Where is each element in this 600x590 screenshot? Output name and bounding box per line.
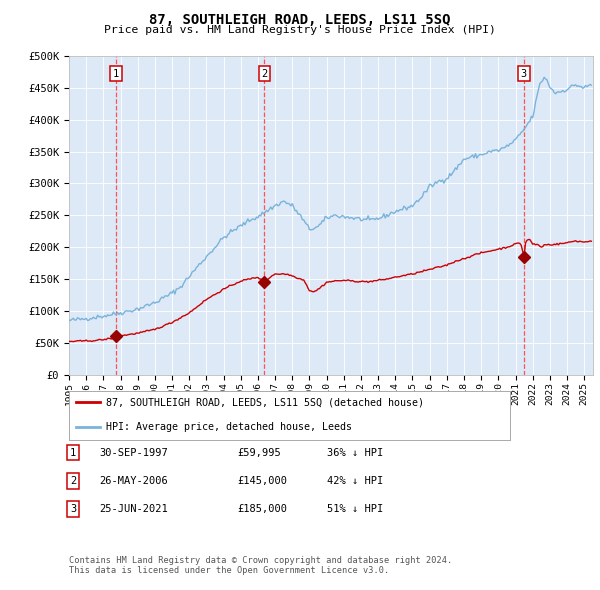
Text: 26-MAY-2006: 26-MAY-2006 — [99, 476, 168, 486]
Text: 3: 3 — [70, 504, 76, 514]
Text: 3: 3 — [521, 68, 527, 78]
Text: £185,000: £185,000 — [237, 504, 287, 514]
Text: 1: 1 — [113, 68, 119, 78]
Text: £59,995: £59,995 — [237, 448, 281, 457]
Text: 87, SOUTHLEIGH ROAD, LEEDS, LS11 5SQ (detached house): 87, SOUTHLEIGH ROAD, LEEDS, LS11 5SQ (de… — [106, 397, 424, 407]
Text: Contains HM Land Registry data © Crown copyright and database right 2024.
This d: Contains HM Land Registry data © Crown c… — [69, 556, 452, 575]
Text: Price paid vs. HM Land Registry's House Price Index (HPI): Price paid vs. HM Land Registry's House … — [104, 25, 496, 35]
Text: 30-SEP-1997: 30-SEP-1997 — [99, 448, 168, 457]
Text: 42% ↓ HPI: 42% ↓ HPI — [327, 476, 383, 486]
Text: 25-JUN-2021: 25-JUN-2021 — [99, 504, 168, 514]
Text: 2: 2 — [261, 68, 268, 78]
Text: £145,000: £145,000 — [237, 476, 287, 486]
Text: 51% ↓ HPI: 51% ↓ HPI — [327, 504, 383, 514]
Text: HPI: Average price, detached house, Leeds: HPI: Average price, detached house, Leed… — [106, 422, 352, 432]
Text: 36% ↓ HPI: 36% ↓ HPI — [327, 448, 383, 457]
Text: 2: 2 — [70, 476, 76, 486]
Text: 1: 1 — [70, 448, 76, 457]
Text: 87, SOUTHLEIGH ROAD, LEEDS, LS11 5SQ: 87, SOUTHLEIGH ROAD, LEEDS, LS11 5SQ — [149, 13, 451, 27]
